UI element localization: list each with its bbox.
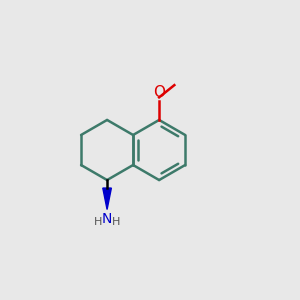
Polygon shape xyxy=(103,188,111,209)
Text: O: O xyxy=(153,85,165,100)
Text: H: H xyxy=(112,217,120,227)
Text: N: N xyxy=(102,212,112,226)
Text: H: H xyxy=(94,217,103,227)
